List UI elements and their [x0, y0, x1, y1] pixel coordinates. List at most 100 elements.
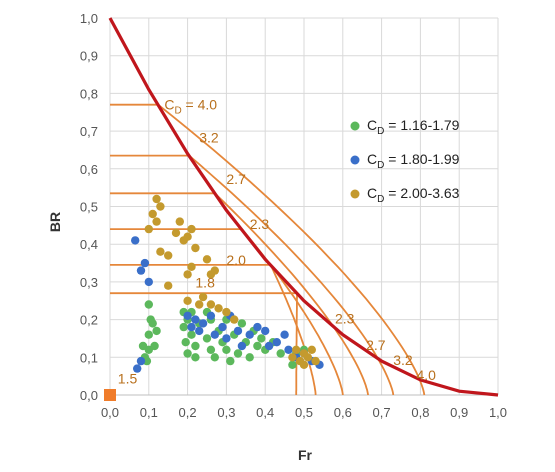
data-point [276, 349, 285, 358]
legend-label: CD = 1.80-1.99 [367, 151, 460, 171]
y-tick-label: 0,0 [80, 388, 98, 403]
cd-curve-label: 2.0 [226, 252, 246, 268]
data-point [144, 277, 153, 287]
data-point [148, 319, 157, 328]
data-point [164, 281, 173, 290]
data-point [156, 202, 165, 211]
data-point [233, 326, 243, 336]
cd-curve-label: 2.3 [250, 216, 270, 232]
cd-curve-label: 2.7 [226, 171, 246, 187]
data-point [152, 326, 161, 336]
data-point [237, 319, 247, 328]
data-point [175, 217, 184, 226]
data-point [140, 258, 150, 268]
data-point [150, 341, 159, 351]
legend: CD = 1.16-1.79 CD = 1.80-1.99 CD = 2.00-3.… [350, 117, 460, 205]
data-point [183, 349, 192, 358]
data-point [264, 341, 274, 351]
legend-entry: CD = 1.16-1.79 [350, 117, 460, 137]
data-point [136, 266, 146, 275]
data-point [210, 266, 219, 275]
x-tick-label: 0,7 [373, 405, 391, 420]
data-point [222, 334, 231, 343]
data-point [206, 345, 216, 354]
y-tick-label: 1,0 [80, 11, 98, 26]
y-tick-label: 0,2 [80, 313, 98, 328]
data-point [202, 255, 212, 264]
data-point [195, 300, 204, 309]
data-point [222, 307, 231, 317]
y-tick-label: 0,7 [80, 124, 98, 139]
data-point [257, 334, 266, 343]
data-point [253, 322, 262, 332]
data-point [245, 353, 254, 362]
x-tick-label: 0,6 [334, 405, 352, 420]
data-point [198, 319, 208, 328]
cd-curve-label: 4.0 [417, 367, 437, 383]
data-point [187, 224, 196, 234]
data-point [206, 300, 216, 309]
data-points [131, 194, 324, 373]
data-point [288, 353, 297, 362]
limit-curve-line [108, 17, 499, 397]
data-point [307, 345, 316, 354]
x-tick-label: 0,5 [295, 405, 313, 420]
data-point [183, 270, 192, 279]
legend-swatch [350, 155, 360, 165]
cd-top-label: CD = 4.0 [164, 97, 217, 117]
origin-marker [104, 389, 116, 401]
data-point [233, 349, 243, 358]
data-point [187, 262, 196, 271]
cd-curve-label: 3.2 [393, 352, 413, 368]
cd-curve [110, 154, 395, 395]
data-point [131, 236, 140, 245]
data-point [156, 247, 165, 256]
data-point [152, 217, 161, 226]
data-point [206, 311, 216, 320]
data-point [136, 356, 146, 366]
limit-curve [104, 17, 499, 401]
data-point [214, 304, 223, 313]
data-point [164, 251, 173, 260]
data-point [183, 311, 192, 320]
data-point [171, 228, 181, 238]
data-point [245, 330, 254, 339]
cd-curve-label: 2.3 [335, 310, 355, 326]
data-point [210, 330, 219, 339]
data-point [230, 315, 239, 324]
y-axis-title: BR [47, 212, 63, 232]
x-tick-label: 0,0 [101, 405, 119, 420]
data-point [210, 353, 219, 362]
data-point [144, 330, 153, 339]
tick-labels: 0,0 0,1 0,2 0,3 0,4 0,5 0,6 0,7 0,8 0,9 1,0 0,0 0,1 0… [80, 11, 507, 420]
data-point [195, 326, 204, 336]
legend-swatch [350, 189, 360, 199]
data-point [272, 338, 281, 347]
data-point [284, 345, 293, 354]
data-point [179, 322, 188, 332]
cd-curve-label: 1.8 [195, 275, 215, 291]
data-point [181, 338, 190, 347]
legend-label: CD = 1.16-1.79 [367, 117, 460, 137]
data-point [311, 356, 320, 366]
data-point [187, 330, 196, 339]
data-point [261, 326, 270, 336]
grid [109, 17, 499, 396]
cd-curve-label: 3.2 [199, 129, 219, 145]
data-point [183, 232, 192, 241]
data-point [191, 315, 200, 324]
y-tick-label: 0,8 [80, 86, 98, 101]
data-point [152, 194, 161, 204]
data-point [299, 360, 309, 369]
cd-labels: 1.51.82.02.32.32.72.73.23.24.0CD = 4.0 [118, 97, 436, 387]
x-tick-label: 0,2 [179, 405, 197, 420]
x-tick-label: 0,9 [450, 405, 468, 420]
data-point [144, 300, 153, 309]
y-tick-label: 0,1 [80, 350, 98, 365]
data-point [187, 322, 196, 332]
y-tick-label: 0,4 [80, 237, 98, 252]
data-point [292, 345, 301, 354]
data-point [191, 243, 200, 253]
x-tick-label: 0,3 [217, 405, 235, 420]
